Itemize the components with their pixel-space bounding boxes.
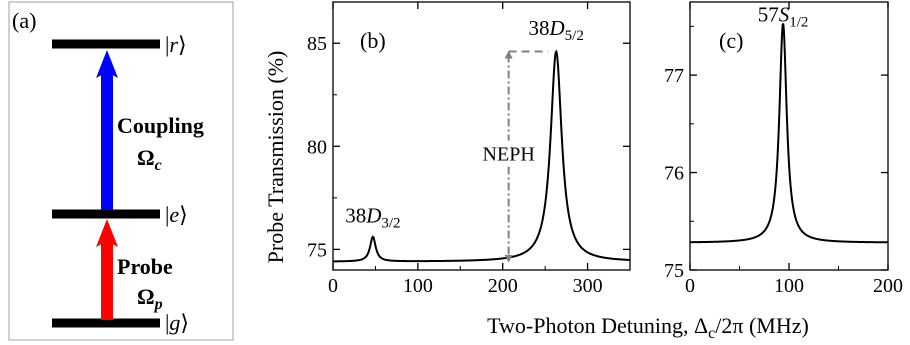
y-axis-label: Probe Transmission (%) (263, 51, 288, 264)
panel-b-label: (b) (360, 28, 386, 53)
y-tick-label: 76 (664, 163, 684, 185)
peak-annotation: 38D3/2 (345, 204, 400, 232)
panel-c: 0 100 200 75 76 77 (c) 57S1/2 (664, 1, 903, 297)
panel-a: (a) |r⟩ |e⟩ |g⟩ Coupling Ωc Probe Ωp (8, 1, 234, 341)
level-r-ket: |r⟩ (165, 32, 187, 57)
x-tick-label: 0 (328, 275, 338, 297)
probe-omega: Ωp (137, 284, 163, 313)
level-e-ket: |e⟩ (165, 202, 188, 227)
probe-arrow (96, 219, 118, 320)
panel-c-label: (c) (719, 28, 743, 53)
peak-annotation: 57S1/2 (758, 2, 809, 30)
peak-annotation: 38D5/2 (529, 16, 584, 44)
neph-label: NEPH (483, 144, 535, 166)
panel-b-annotations: 38D3/2 38D5/2 (345, 16, 584, 232)
panel-c-annotations: 57S1/2 (758, 2, 809, 30)
coupling-arrow (96, 50, 118, 210)
x-tick-label: 0 (685, 275, 695, 297)
level-g-ket: |g⟩ (165, 310, 189, 335)
coupling-label: Coupling (117, 113, 204, 138)
x-tick-label: 300 (573, 275, 603, 297)
y-tick-label: 85 (307, 33, 327, 55)
panel-c-ticks: 0 100 200 75 76 77 (664, 2, 903, 297)
x-tick-label: 100 (774, 275, 804, 297)
panel-a-frame (8, 1, 234, 341)
y-tick-label: 80 (307, 136, 327, 158)
neph-label-bg (470, 140, 547, 167)
panel-c-curve (690, 23, 888, 244)
x-tick-label: 100 (403, 275, 433, 297)
panel-b-frame (332, 1, 631, 271)
y-tick-label: 75 (307, 239, 327, 261)
neph-marker: NEPH (470, 50, 549, 263)
probe-label: Probe (117, 254, 173, 279)
panel-b: 0 100 200 300 75 80 85 (b) 38D3/2 38D5/2 NEPH (307, 1, 631, 297)
y-tick-label: 75 (664, 260, 684, 282)
panel-b-ticks: 0 100 200 300 75 80 85 (307, 2, 630, 297)
x-tick-label: 200 (873, 275, 903, 297)
coupling-omega: Ωc (137, 145, 162, 174)
y-tick-label: 77 (664, 65, 684, 87)
x-axis-label: Two-Photon Detuning, Δc/2π (MHz) (487, 313, 809, 342)
panel-b-curve (333, 49, 631, 263)
panel-a-label: (a) (12, 8, 36, 33)
x-tick-label: 200 (488, 275, 518, 297)
